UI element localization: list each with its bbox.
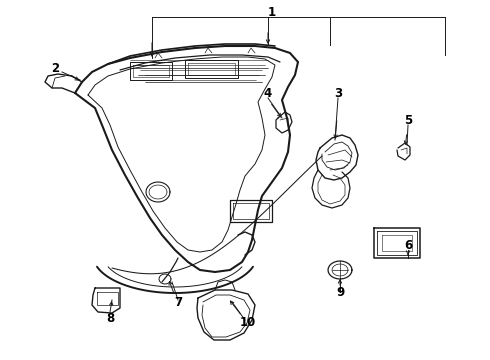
Text: 7: 7 [174, 296, 182, 309]
Text: 3: 3 [334, 86, 342, 99]
Text: 2: 2 [51, 62, 59, 75]
Text: 9: 9 [336, 287, 344, 300]
Text: 5: 5 [404, 113, 412, 126]
Text: 8: 8 [106, 311, 114, 324]
Text: 10: 10 [240, 315, 256, 328]
Text: 1: 1 [268, 5, 276, 18]
Text: 6: 6 [404, 239, 412, 252]
Text: 4: 4 [264, 86, 272, 99]
